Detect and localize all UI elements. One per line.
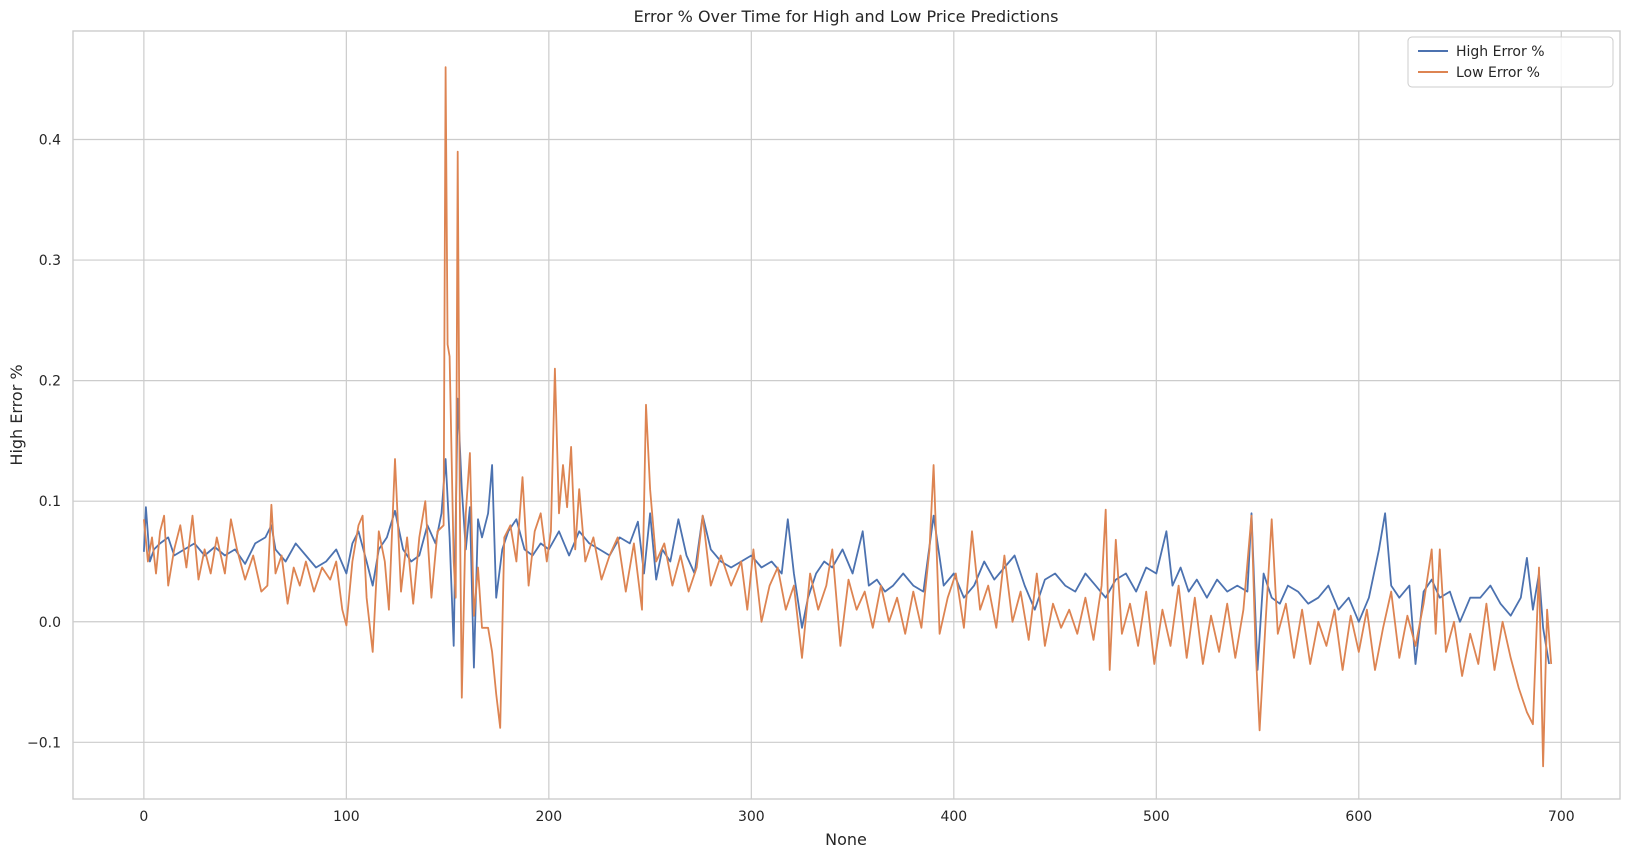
plot-frame <box>72 30 1621 800</box>
x-tick-label: 0 <box>139 809 148 825</box>
x-axis-label: None <box>825 830 867 849</box>
x-tick-label: 200 <box>535 809 562 825</box>
y-axis-label: High Error % <box>7 364 26 465</box>
grid <box>73 31 1620 799</box>
x-tick-label: 600 <box>1345 809 1372 825</box>
x-tick-label: 500 <box>1143 809 1170 825</box>
chart-title: Error % Over Time for High and Low Price… <box>634 7 1059 26</box>
y-tick-label: 0.1 <box>39 494 61 510</box>
series-line-low-error <box>143 66 1553 768</box>
x-tick-label: 700 <box>1548 809 1575 825</box>
y-tick-label: −0.1 <box>27 735 61 751</box>
legend-box <box>1407 36 1614 88</box>
x-tick-label: 400 <box>940 809 967 825</box>
series-line-high-error <box>143 397 1550 671</box>
legend-entry: High Error % <box>1456 44 1545 60</box>
legend-entry: Low Error % <box>1456 65 1540 81</box>
legend: High Error % Low Error % <box>1407 36 1614 88</box>
x-axis-ticks: 0 100 200 300 400 500 600 700 <box>139 809 1574 825</box>
y-axis-ticks: −0.1 0.0 0.1 0.2 0.3 0.4 <box>27 133 61 752</box>
y-tick-label: 0.3 <box>39 253 61 269</box>
x-tick-label: 300 <box>738 809 765 825</box>
y-tick-label: 0.0 <box>39 615 61 631</box>
x-tick-label: 100 <box>333 809 360 825</box>
y-tick-label: 0.2 <box>39 374 61 390</box>
y-tick-label: 0.4 <box>39 133 61 149</box>
series-lines <box>143 66 1553 768</box>
